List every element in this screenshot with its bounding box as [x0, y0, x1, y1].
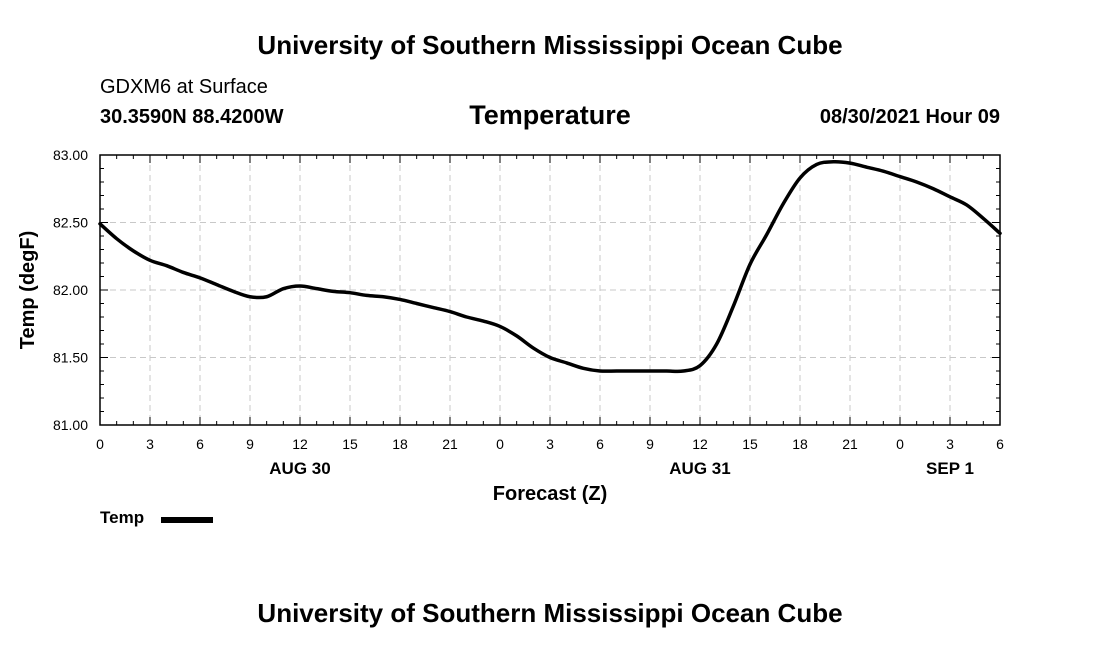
date-label: AUG 30 — [269, 459, 330, 478]
date-label: SEP 1 — [926, 459, 974, 478]
x-tick-label: 3 — [946, 436, 954, 452]
footer-title: University of Southern Mississippi Ocean… — [257, 598, 843, 628]
page-title: University of Southern Mississippi Ocean… — [257, 30, 843, 60]
coordinates-label: 30.3590N 88.4200W — [100, 106, 284, 128]
y-tick-label: 81.50 — [53, 350, 88, 366]
x-tick-label: 12 — [292, 436, 308, 452]
date-label: AUG 31 — [669, 459, 730, 478]
y-tick-label: 82.50 — [53, 215, 88, 231]
x-tick-label: 3 — [146, 436, 154, 452]
x-tick-label: 15 — [342, 436, 358, 452]
chart-title: Temperature — [469, 100, 631, 130]
x-tick-label: 9 — [646, 436, 654, 452]
x-tick-label: 18 — [792, 436, 808, 452]
x-tick-label: 0 — [896, 436, 904, 452]
x-tick-label: 6 — [996, 436, 1004, 452]
temp-series-line — [98, 159, 1002, 374]
x-tick-label: 21 — [842, 436, 858, 452]
legend-label: Temp — [100, 508, 145, 527]
forecast-datetime: 08/30/2021 Hour 09 — [819, 106, 1000, 128]
x-tick-label: 12 — [692, 436, 708, 452]
x-tick-label: 3 — [546, 436, 554, 452]
station-label: GDXM6 at Surface — [100, 76, 268, 98]
x-tick-label: 21 — [442, 436, 458, 452]
y-axis-title: Temp (degF) — [17, 231, 39, 350]
y-tick-label: 82.00 — [53, 282, 88, 298]
x-tick-label: 6 — [596, 436, 604, 452]
x-tick-label: 18 — [392, 436, 408, 452]
axis-ticks — [99, 154, 1001, 426]
legend-swatch — [161, 517, 213, 523]
axis-labels: 0 3 6 9 12 15 18 21 0 3 6 9 12 15 18 21 0 3 6 81.00 81.50 82.… — [53, 147, 1004, 478]
y-tick-label: 83.00 — [53, 147, 88, 163]
x-tick-label: 9 — [246, 436, 254, 452]
y-tick-label: 81.00 — [53, 417, 88, 433]
grid-lines — [100, 155, 1000, 425]
x-tick-label: 0 — [96, 436, 104, 452]
x-axis-title: Forecast (Z) — [493, 483, 607, 505]
x-tick-label: 15 — [742, 436, 758, 452]
x-tick-label: 6 — [196, 436, 204, 452]
x-tick-label: 0 — [496, 436, 504, 452]
